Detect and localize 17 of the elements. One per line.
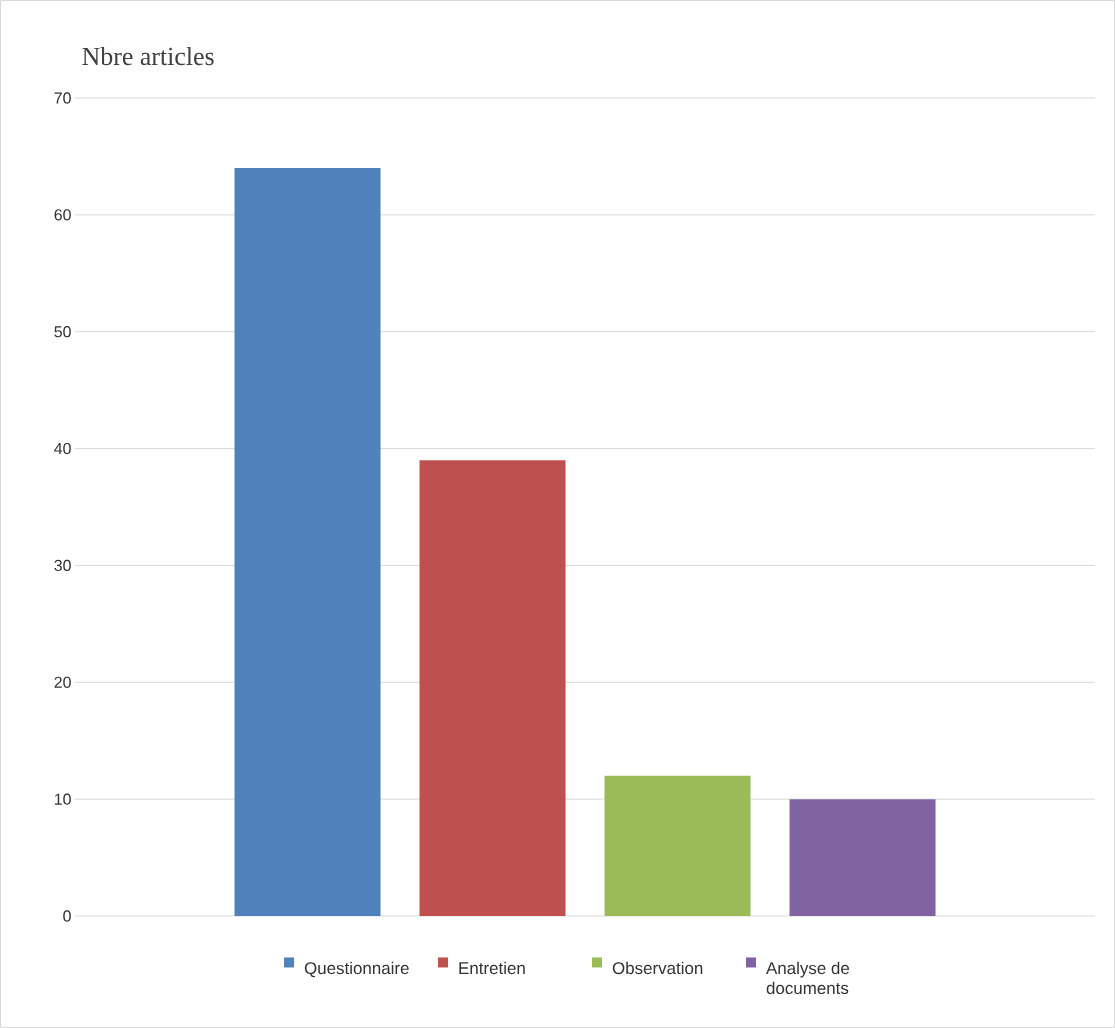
y-tick-label: 20 — [54, 676, 71, 688]
legend-label: Entretien — [459, 961, 525, 975]
y-tick-label: 60 — [54, 209, 71, 221]
bar — [604, 775, 751, 916]
legend-label: Observation — [612, 961, 703, 975]
bar — [234, 168, 381, 916]
y-tick-label: 50 — [54, 326, 71, 338]
bar — [789, 799, 936, 916]
y-tick-label: 40 — [54, 442, 71, 455]
bar — [419, 460, 566, 916]
legend-label: Analyse de documents — [766, 961, 850, 995]
y-tick-label: 0 — [63, 910, 71, 922]
y-tick-label: 70 — [54, 92, 71, 104]
chart-title: Nbre articles — [82, 46, 214, 66]
y-tick-label: 10 — [54, 793, 71, 805]
legend-label: Questionnaire — [304, 961, 409, 978]
y-tick-label: 30 — [54, 559, 71, 572]
